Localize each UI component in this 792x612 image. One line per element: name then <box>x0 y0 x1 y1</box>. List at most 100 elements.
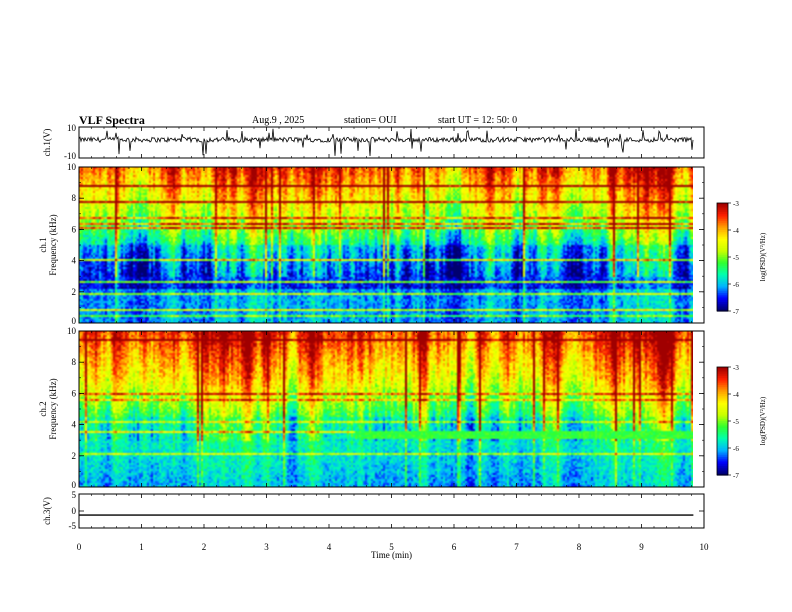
colorbar-cell <box>717 208 728 211</box>
colorbar-cell <box>717 264 728 267</box>
colorbar-cell <box>717 300 728 303</box>
colorbar-tick-label: -4 <box>733 227 739 235</box>
y-tick-label: 2 <box>72 451 77 461</box>
x-tick-label: 0 <box>77 542 82 552</box>
colorbar-cell <box>717 262 728 265</box>
colorbar-cell <box>717 428 728 431</box>
colorbar-cell <box>717 266 728 269</box>
ch1-waveform-line <box>78 128 694 157</box>
colorbar-cell <box>717 383 728 386</box>
colorbar-tick-label: -3 <box>733 364 739 372</box>
colorbar-cell <box>717 309 728 312</box>
colorbar-cell <box>717 473 728 476</box>
colorbar-tick-label: -4 <box>733 391 739 399</box>
colorbar-cell <box>717 269 728 272</box>
x-axis-label: Time (min) <box>371 550 412 560</box>
colorbar-cell <box>717 273 728 276</box>
colorbar-cell <box>717 221 728 224</box>
colorbar-cell <box>717 442 728 445</box>
colorbar-cell <box>717 291 728 294</box>
colorbar-cell <box>717 255 728 258</box>
colorbar-cell <box>717 392 728 395</box>
colorbar-cell <box>717 410 728 413</box>
colorbar-cell <box>717 426 728 429</box>
y-tick-label: 4 <box>72 256 77 266</box>
colorbar-cell <box>717 239 728 242</box>
colorbar-cell <box>717 462 728 465</box>
colorbar-cell <box>717 397 728 400</box>
ch1-waveform-frame <box>78 126 705 159</box>
colorbar-cell <box>717 278 728 281</box>
colorbar-cell <box>717 289 728 292</box>
colorbar-cell <box>717 385 728 388</box>
colorbar-cell <box>717 240 728 244</box>
colorbar-cell <box>717 422 728 426</box>
colorbar-cell <box>717 275 728 278</box>
colorbar-cell <box>717 368 728 372</box>
ch2-spectrogram-colorbar: -3 -4 -5 -6 -7 log(PSD)(V²/Hz) <box>716 364 767 480</box>
colorbar-cell <box>717 237 728 240</box>
colorbar-cell <box>717 457 728 460</box>
colorbar-cell <box>717 370 728 373</box>
colorbar-cell <box>717 230 728 233</box>
x-tick-label: 7 <box>514 542 519 552</box>
colorbar-cell <box>717 431 728 435</box>
colorbar-cell <box>717 399 728 402</box>
colorbar-cell <box>717 435 728 438</box>
x-tick-label: 8 <box>577 542 582 552</box>
y-tick-label: 8 <box>72 193 77 203</box>
colorbar-cell <box>717 403 728 406</box>
colorbar-cell <box>717 282 728 285</box>
colorbar-cell <box>717 257 728 260</box>
y-tick-label: 8 <box>72 357 77 367</box>
colorbar-cell <box>717 415 728 418</box>
colorbar-cell <box>717 453 728 456</box>
colorbar-tick-label: -6 <box>733 281 739 289</box>
colorbar-cell <box>717 412 728 415</box>
colorbar-tick-label: -6 <box>733 445 739 453</box>
y-tick-label: 6 <box>72 388 77 398</box>
colorbar-cell <box>717 404 728 408</box>
colorbar-cell <box>717 390 728 393</box>
x-tick-label: 6 <box>452 542 457 552</box>
colorbar-cell <box>717 379 728 382</box>
y-tick-label: 4 <box>72 420 77 430</box>
x-tick-label: 4 <box>327 542 332 552</box>
colorbar-cell <box>717 401 728 404</box>
colorbar-cell <box>717 464 728 467</box>
colorbar-cell <box>717 258 728 262</box>
colorbar-cell <box>717 244 728 247</box>
colorbar-cell <box>717 376 728 379</box>
ch3-waveform-frame <box>78 493 705 529</box>
start-time-label: start UT = 12: 50: 0 <box>438 115 518 126</box>
colorbar-cell <box>717 388 728 391</box>
y-tick-label: 6 <box>72 224 77 234</box>
colorbar-cell <box>717 377 728 381</box>
colorbar-tick-label: -3 <box>733 200 739 208</box>
x-tick-label: 10 <box>700 542 710 552</box>
x-tick-label: 5 <box>389 542 394 552</box>
y-tick-label: 10 <box>67 326 77 336</box>
colorbar-cell <box>717 298 728 301</box>
colorbar-cell <box>717 406 728 409</box>
ch1-waveform-ylabel: ch.1(V) <box>42 129 52 157</box>
colorbar-cell <box>717 235 728 238</box>
colorbar-cell <box>717 451 728 454</box>
y-tick-label: 10 <box>67 123 77 133</box>
colorbar-cell <box>717 367 728 370</box>
station-label: station= OUI <box>344 115 397 126</box>
ch2-spectrogram-ylabel-frequency: Frequency (kHz) <box>48 378 58 439</box>
colorbar-cell <box>717 433 728 436</box>
colorbar-cell <box>717 287 728 290</box>
x-tick-label: 2 <box>202 542 207 552</box>
ch1-spectrogram-image <box>79 167 693 323</box>
colorbar-cell <box>717 271 728 274</box>
colorbar-cell <box>717 381 728 384</box>
colorbar-cell <box>717 471 728 474</box>
colorbar-cell <box>717 280 728 283</box>
colorbar-cell <box>717 284 728 287</box>
ch1-spectrogram-colorbar: -3 -4 -5 -6 -7 log(PSD)(V²/Hz) <box>716 200 767 316</box>
colorbar-cell <box>717 386 728 390</box>
colorbar-label: log(PSD)(V²/Hz) <box>759 232 767 281</box>
date-label: Aug.9 , 2025 <box>252 115 305 126</box>
